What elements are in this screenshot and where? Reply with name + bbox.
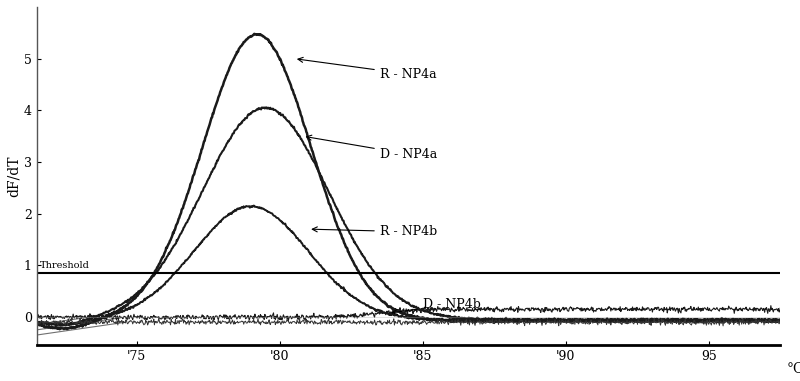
Text: D - NP4a: D - NP4a: [306, 135, 437, 161]
Text: R - NP4a: R - NP4a: [298, 58, 436, 81]
X-axis label: °C: °C: [786, 362, 800, 376]
Text: D - NP4b: D - NP4b: [392, 298, 481, 314]
Text: Threshold: Threshold: [39, 261, 90, 271]
Text: R - NP4b: R - NP4b: [312, 225, 437, 238]
Y-axis label: dF/dT: dF/dT: [7, 155, 21, 197]
